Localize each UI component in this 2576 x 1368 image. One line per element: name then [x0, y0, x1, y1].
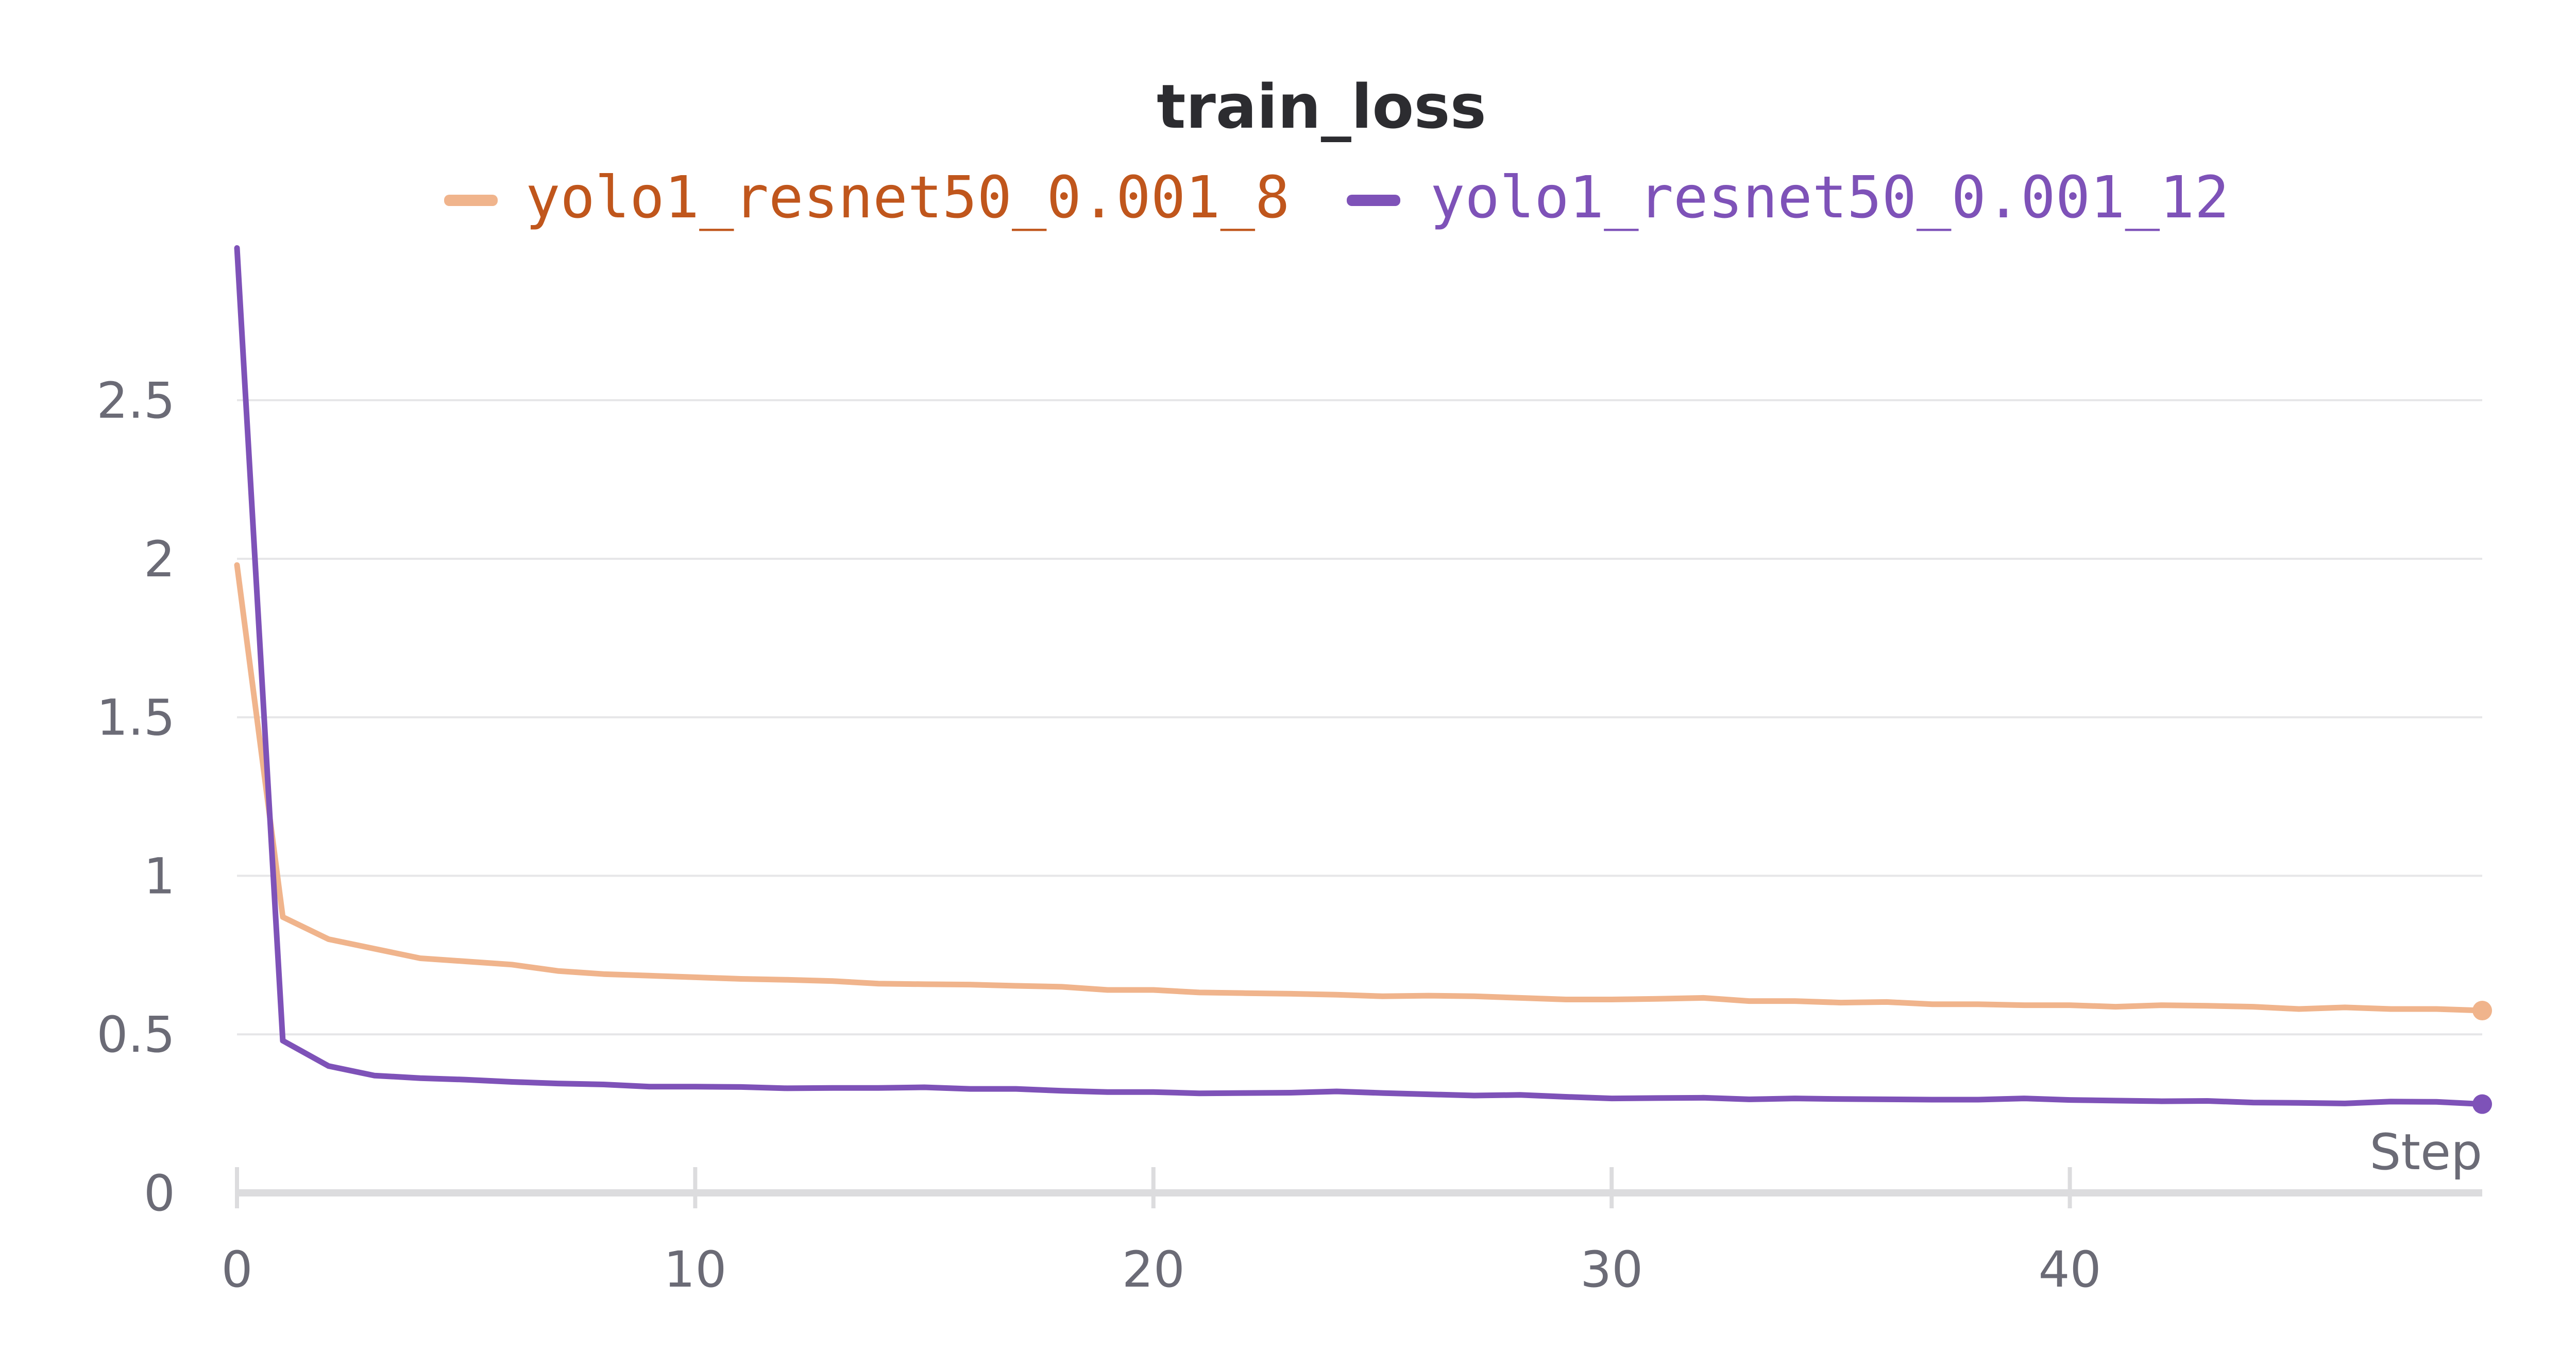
x-tick-label: 0: [221, 1241, 252, 1298]
series-line-2: [234, 245, 2485, 1107]
y-tick-label: 1: [144, 847, 175, 905]
y-axis: 0 0.5 1 1.5 2 2.5: [96, 372, 175, 1222]
series-line-1: [234, 562, 2485, 1014]
series-end-point-1: [2472, 1001, 2492, 1021]
y-tick-label: 0: [144, 1165, 175, 1222]
legend: yolo1_resnet50_0.001_8 yolo1_resnet50_0.0…: [444, 164, 2229, 231]
grid: [237, 399, 2482, 1036]
legend-label-2: yolo1_resnet50_0.001_12: [1430, 164, 2229, 231]
y-tick-label: 1.5: [96, 689, 175, 747]
x-tick-label: 30: [1580, 1241, 1643, 1298]
legend-label-1: yolo1_resnet50_0.001_8: [526, 164, 1290, 231]
legend-swatch-2: [1347, 195, 1400, 206]
series-layer: [234, 245, 2492, 1114]
x-tick-label: 40: [2038, 1241, 2101, 1298]
legend-swatch-1: [444, 195, 498, 206]
x-tick-label: 10: [664, 1241, 726, 1298]
series-end-point-2: [2472, 1094, 2492, 1114]
y-tick-label: 0.5: [96, 1006, 175, 1064]
x-axis-label: Step: [2369, 1123, 2482, 1181]
chart-title: train_loss: [1157, 71, 1486, 142]
x-axis: 0 10 20 30 40: [221, 1167, 2482, 1298]
y-tick-label: 2.5: [96, 372, 175, 430]
x-tick-label: 20: [1122, 1241, 1185, 1298]
y-tick-label: 2: [144, 531, 175, 588]
